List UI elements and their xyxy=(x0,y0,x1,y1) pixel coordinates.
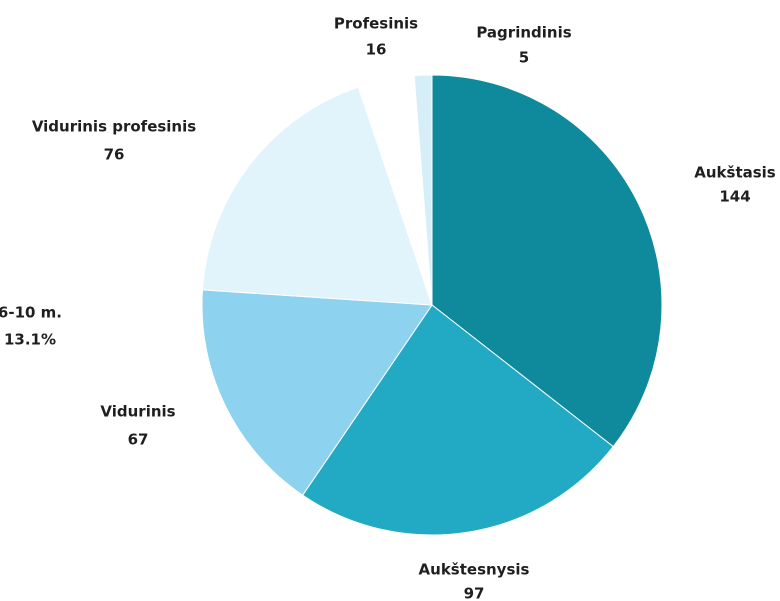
slice-value: 97 xyxy=(464,585,485,601)
slice-label: Pagrindinis xyxy=(476,24,571,42)
slice-value: 144 xyxy=(719,188,750,206)
slice-value: 16 xyxy=(366,41,387,59)
slice-value: 67 xyxy=(128,431,149,449)
pie-slice xyxy=(201,289,433,496)
pie-slice xyxy=(201,86,433,306)
pie-slice xyxy=(431,74,663,448)
slice-value: 76 xyxy=(104,146,125,164)
annotation: 6-10 m. xyxy=(0,304,62,322)
slice-label: Vidurinis xyxy=(100,403,175,421)
slice-label: Profesinis xyxy=(334,15,418,33)
slice-value: 5 xyxy=(519,49,529,67)
slice-label: Aukštesnysis xyxy=(419,561,530,579)
annotation: 13.1% xyxy=(4,331,56,349)
pie-slice xyxy=(301,304,614,536)
slice-label: Vidurinis profesinis xyxy=(32,118,196,136)
pie-slice xyxy=(413,74,433,306)
slice-label: Aukštasis xyxy=(694,164,776,182)
